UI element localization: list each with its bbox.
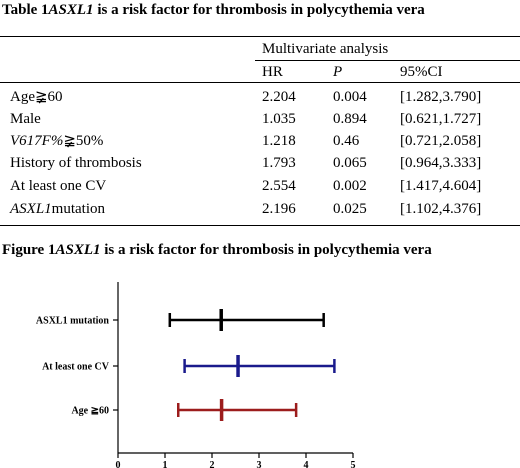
row-cv-ci: [1.417,4.604] — [400, 178, 482, 194]
category-label-1: At least one CV — [42, 362, 110, 373]
row-history-hr: 1.793 — [262, 155, 296, 171]
row-history-ci: [0.964,3.333] — [400, 155, 482, 171]
row-cv-p: 0.002 — [333, 178, 367, 194]
x-tick-label-2: 2 — [210, 460, 215, 468]
row-label-history: History of thrombosis — [10, 154, 142, 172]
category-label-0: ASXL1 mutation — [36, 316, 110, 327]
row-label-asxl1-rest: mutation — [51, 201, 105, 217]
row-label-asxl1-italic: ASXL1 — [10, 201, 52, 217]
figure-caption-gene: ASXL1 — [55, 242, 101, 258]
row-male-ci: [0.621,1.727] — [400, 111, 482, 127]
category-label-2: Age ≧60 — [71, 406, 109, 417]
forest-marks: ASXL1 mutation At least one CV Age ≧60 — [36, 309, 336, 421]
row-label-male-text: Male — [10, 111, 41, 127]
table-caption-text: is a risk factor for thrombosis in polyc… — [93, 2, 425, 18]
table-group-header: Multivariate analysis — [262, 41, 389, 57]
row-asxl1-ci: [1.102,4.376] — [400, 201, 482, 217]
figure-caption-text: is a risk factor for thrombosis in polyc… — [100, 242, 432, 258]
column-header-p: P — [333, 64, 343, 80]
row-cv-hr: 2.554 — [262, 178, 296, 194]
column-header-ci: 95%CI — [400, 64, 443, 80]
row-label-age: Age≩60 — [10, 88, 63, 106]
row-v617f-ci: [0.721,2.058] — [400, 133, 482, 149]
row-male-p: 0.894 — [333, 111, 367, 127]
table-header-rule — [0, 82, 520, 83]
table-bottom-rule — [0, 225, 520, 226]
row-age-hr: 2.204 — [262, 89, 296, 105]
table-caption-number: Table 1 — [2, 2, 49, 18]
row-label-asxl1: ASXL1mutation — [10, 200, 105, 218]
row-asxl1-p: 0.025 — [333, 201, 367, 217]
x-tick-label-1: 1 — [163, 460, 168, 468]
x-tick-label-0: 0 — [116, 460, 121, 468]
row-label-male: Male — [10, 110, 41, 128]
x-tick-label-5: 5 — [351, 460, 356, 468]
row-label-v617f-italic: V617F% — [10, 133, 64, 149]
figure-caption: Figure 1ASXL1 is a risk factor for throm… — [2, 242, 432, 259]
row-history-p: 0.065 — [333, 155, 367, 171]
row-asxl1-hr: 2.196 — [262, 201, 296, 217]
table-top-rule — [0, 36, 520, 37]
table-group-rule — [255, 60, 520, 61]
row-label-cv-text: At least one CV — [10, 178, 107, 194]
row-label-history-text: History of thrombosis — [10, 155, 142, 171]
row-label-age-text: Age≩60 — [10, 89, 63, 105]
row-label-v617f-rest: ≩50% — [63, 133, 104, 149]
figure-caption-number: Figure 1 — [2, 242, 56, 258]
row-age-p: 0.004 — [333, 89, 367, 105]
x-tick-label-3: 3 — [257, 460, 262, 468]
x-tick-label-4: 4 — [304, 460, 309, 468]
row-label-v617f: V617F%≩50% — [10, 132, 103, 150]
row-v617f-p: 0.46 — [333, 133, 360, 149]
x-axis-ticks: 0 1 2 3 4 5 — [113, 319, 356, 468]
table-caption-gene: ASXL1 — [48, 2, 94, 18]
row-v617f-hr: 1.218 — [262, 133, 296, 149]
column-header-hr: HR — [262, 64, 283, 80]
row-male-hr: 1.035 — [262, 111, 296, 127]
table-caption: Table 1ASXL1 is a risk factor for thromb… — [2, 2, 425, 19]
row-age-ci: [1.282,3.790] — [400, 89, 482, 105]
row-label-cv: At least one CV — [10, 177, 106, 195]
forest-plot: 0 1 2 3 4 5 ASXL1 mutation At least one CV Age … — [36, 282, 356, 468]
